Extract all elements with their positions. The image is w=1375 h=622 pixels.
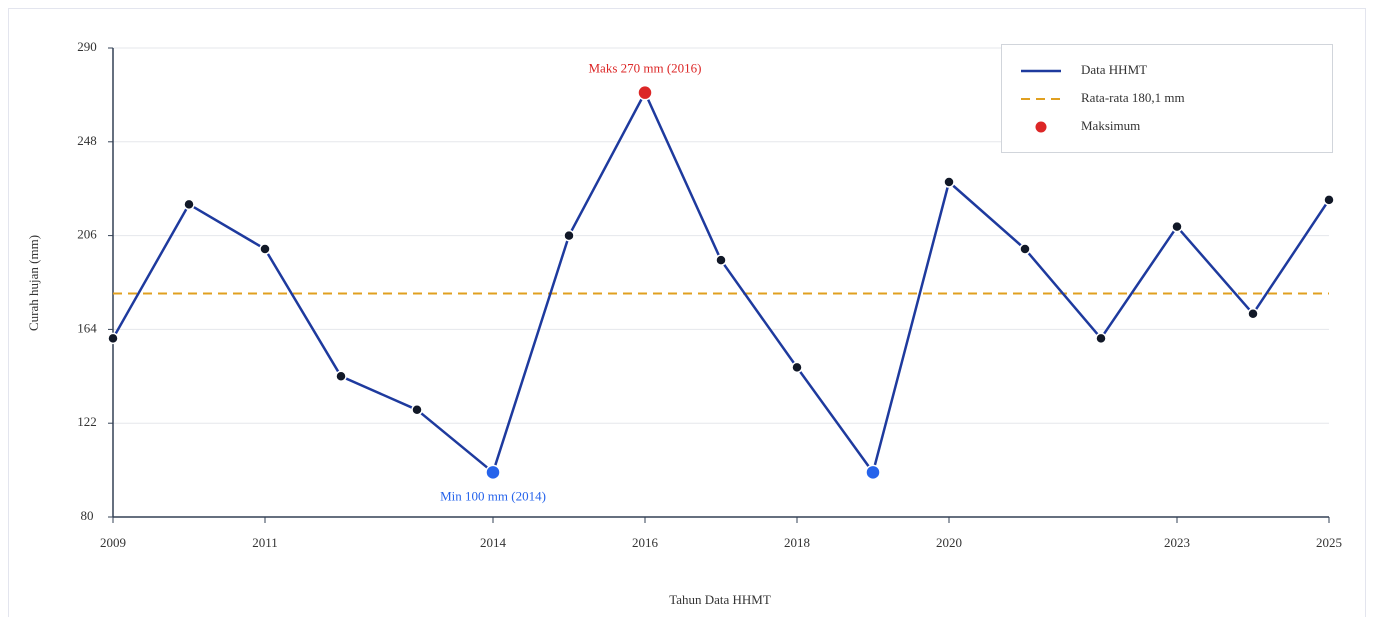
data-point [183,198,195,211]
x-axis-title: Tahun Data HHMT [669,592,771,607]
data-point [791,361,803,374]
data-point [1323,194,1335,206]
legend-label: Maksimum [1081,118,1140,133]
data-point [411,404,423,416]
data-point [1095,332,1107,345]
x-tick-label: 2020 [936,535,962,550]
max-annotation: Maks 270 mm (2016) [588,61,701,76]
x-tick-label: 2016 [632,535,659,550]
data-point [259,243,271,255]
data-point [1171,220,1183,233]
y-tick-label: 248 [77,133,97,148]
y-tick-label: 122 [77,414,97,429]
x-tick-label: 2025 [1316,535,1342,550]
y-tick-label: 290 [77,39,97,54]
max-point [637,84,653,101]
legend-label: Data HHMT [1081,62,1147,77]
x-tick-label: 2023 [1164,535,1190,550]
min-point [485,464,501,481]
data-point [563,229,575,242]
min-point [865,464,881,481]
data-point [1019,243,1031,255]
data-point [107,332,119,345]
min-annotation: Min 100 mm (2014) [440,488,546,503]
legend-label: Rata-rata 180,1 mm [1081,90,1185,105]
y-tick-label: 206 [77,227,97,242]
legend-dot-swatch [1035,121,1047,133]
x-tick-label: 2011 [252,535,278,550]
data-point [1247,308,1259,320]
y-tick-label: 164 [77,320,97,335]
data-point [943,176,955,188]
y-tick-label: 80 [81,508,94,523]
data-point [335,370,347,383]
x-tick-label: 2014 [480,535,507,550]
x-tick-label: 2009 [100,535,126,550]
y-axis-title: Curah hujan (mm) [26,235,41,331]
data-point [715,254,727,266]
x-tick-label: 2018 [784,535,810,550]
